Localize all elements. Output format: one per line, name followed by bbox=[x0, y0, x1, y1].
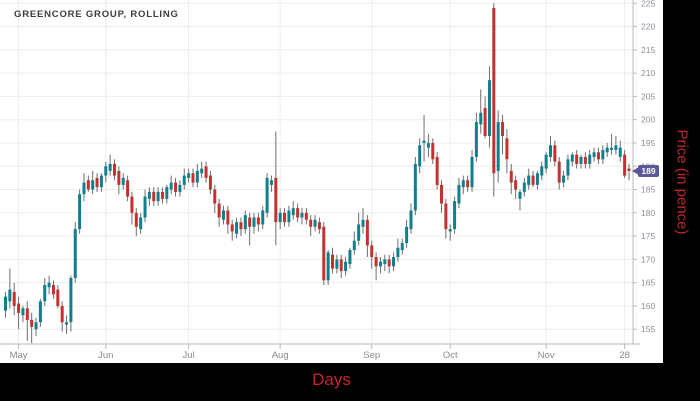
y-axis-title: Price (in pence) bbox=[673, 128, 690, 235]
x-tick-label: Aug bbox=[272, 350, 289, 361]
x-tick-label: May bbox=[10, 350, 28, 361]
y-tick-label: 195 bbox=[641, 138, 655, 148]
y-tick-label: 220 bbox=[641, 22, 655, 32]
y-tick-label: 185 bbox=[641, 185, 655, 195]
x-tick-label: Nov bbox=[538, 350, 555, 361]
x-axis-title: Days bbox=[312, 370, 351, 389]
price-chart-area: 2252202152102052001951901851801751701651… bbox=[0, 0, 663, 363]
x-tick-label: 28 bbox=[619, 350, 630, 361]
y-tick-label: 200 bbox=[641, 115, 655, 125]
y-axis-title-band: Price (in pence) bbox=[663, 0, 700, 363]
y-tick-label: 225 bbox=[641, 0, 655, 8]
last-price-badge: 189 bbox=[632, 164, 659, 177]
candlestick-plot: 2252202152102052001951901851801751701651… bbox=[0, 0, 655, 361]
y-tick-label: 170 bbox=[641, 254, 655, 264]
y-tick-label: 180 bbox=[641, 208, 655, 218]
x-tick-label: Sep bbox=[363, 350, 380, 361]
y-tick-label: 215 bbox=[641, 45, 655, 55]
last-price-value: 189 bbox=[641, 165, 656, 176]
y-tick-label: 155 bbox=[641, 324, 655, 334]
y-tick-label: 205 bbox=[641, 91, 655, 101]
x-tick-label: Jul bbox=[183, 350, 195, 361]
y-tick-label: 175 bbox=[641, 231, 655, 241]
chart-title: GREENCORE GROUP, ROLLING bbox=[14, 9, 179, 20]
y-tick-label: 210 bbox=[641, 68, 655, 78]
x-axis-title-band: Days bbox=[0, 363, 700, 401]
x-tick-label: Oct bbox=[443, 350, 458, 361]
x-tick-label: Jun bbox=[98, 350, 113, 361]
y-tick-label: 160 bbox=[641, 301, 655, 311]
y-tick-label: 165 bbox=[641, 278, 655, 288]
